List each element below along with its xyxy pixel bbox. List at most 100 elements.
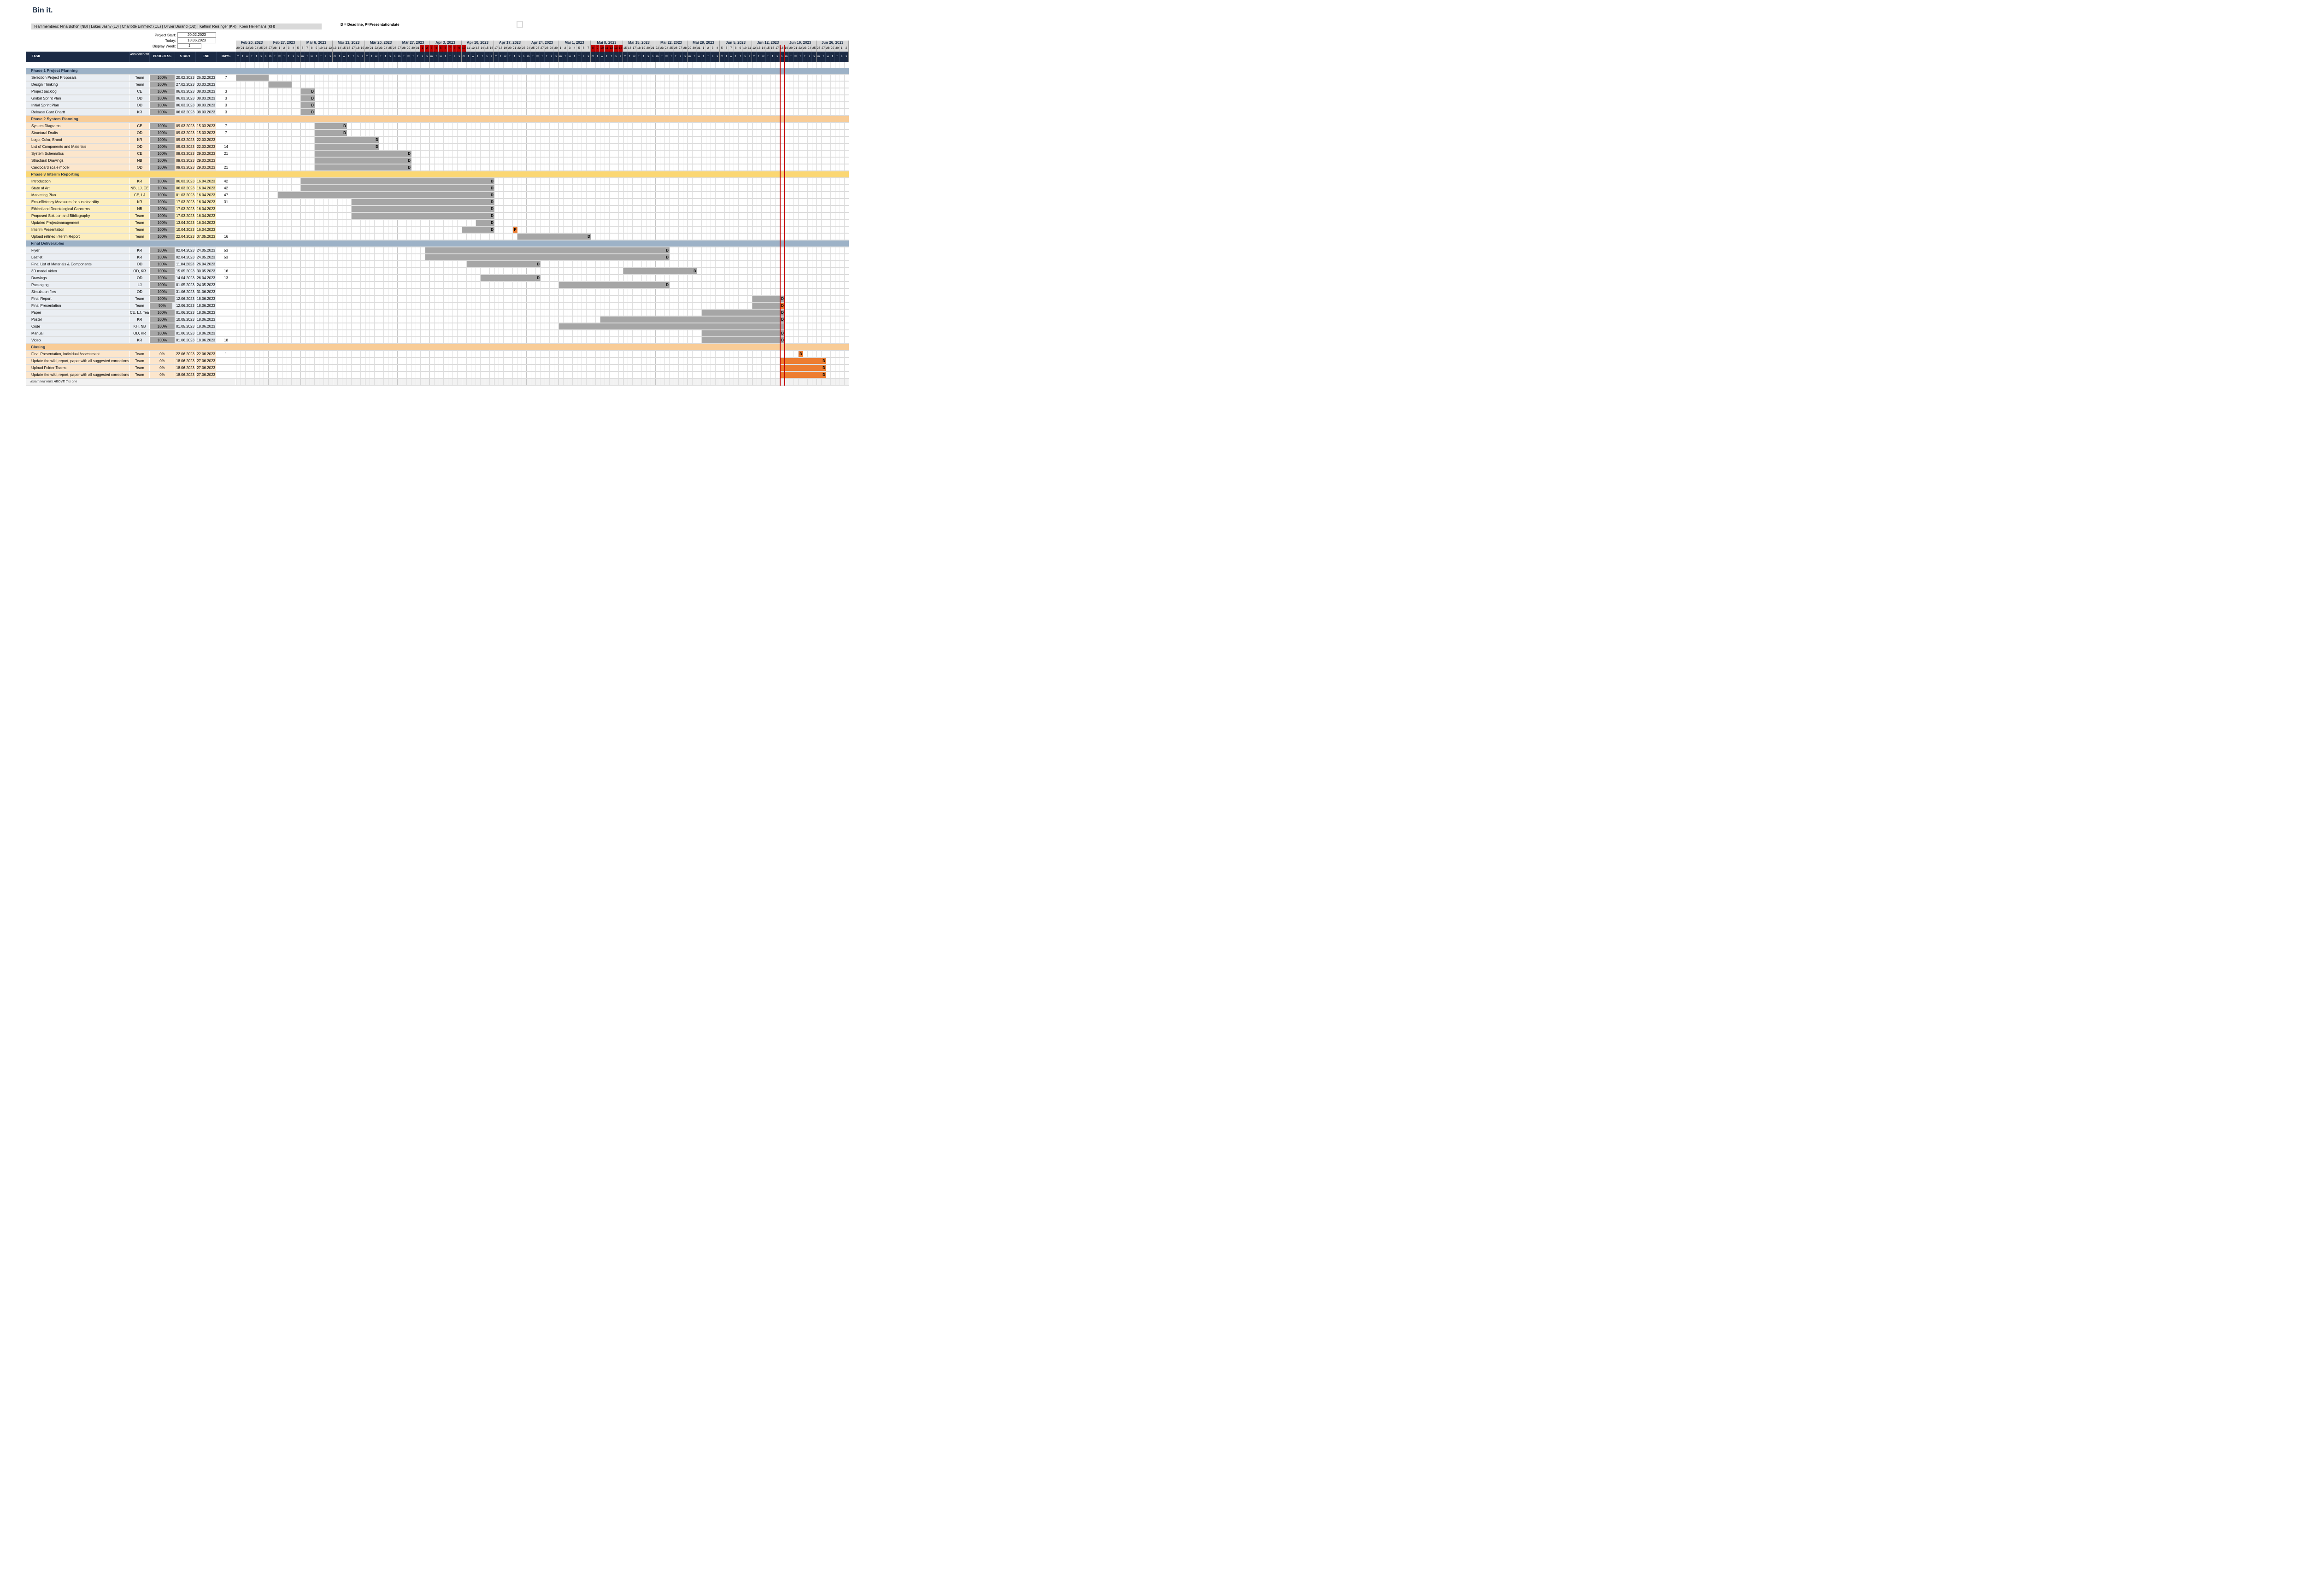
task-name-cell[interactable]: Ethical and Deontological Concerns bbox=[26, 206, 130, 212]
assigned-cell[interactable]: Team bbox=[130, 227, 150, 233]
task-name-cell[interactable]: System Schematics bbox=[26, 151, 130, 157]
days-cell[interactable]: 16 bbox=[217, 234, 236, 240]
task-name-cell[interactable]: Packaging bbox=[26, 282, 130, 288]
end-date-cell[interactable]: 22.03.2023 bbox=[196, 137, 217, 143]
assigned-cell[interactable]: OD bbox=[130, 144, 150, 150]
task-name-cell[interactable]: Paper bbox=[26, 310, 130, 316]
timeline-cell[interactable]: D bbox=[236, 178, 849, 184]
days-cell[interactable]: 42 bbox=[217, 185, 236, 191]
start-date-cell[interactable]: 01.05.2023 bbox=[175, 282, 196, 288]
assigned-cell[interactable]: CE bbox=[130, 123, 150, 129]
days-cell[interactable] bbox=[217, 303, 236, 309]
task-name-cell[interactable]: Global Sprint Plan bbox=[26, 95, 130, 101]
end-date-cell[interactable]: 16.04.2023 bbox=[196, 206, 217, 212]
end-date-cell[interactable]: 08.03.2023 bbox=[196, 102, 217, 108]
end-date-cell[interactable]: 27.06.2023 bbox=[196, 365, 217, 371]
progress-cell[interactable]: 100% bbox=[150, 164, 175, 170]
task-name-cell[interactable]: Eco-efficiency Measures for sustainabili… bbox=[26, 199, 130, 205]
progress-cell[interactable]: 100% bbox=[150, 220, 175, 226]
task-name-cell[interactable]: Manual bbox=[26, 330, 130, 336]
assigned-cell[interactable]: KR bbox=[130, 178, 150, 184]
progress-cell[interactable]: 100% bbox=[150, 310, 175, 316]
assigned-cell[interactable]: Team bbox=[130, 303, 150, 309]
days-cell[interactable] bbox=[217, 317, 236, 323]
assigned-cell[interactable]: Team bbox=[130, 358, 150, 364]
task-name-cell[interactable]: Release Gant Chartt bbox=[26, 109, 130, 115]
phase-banner[interactable]: Phase 2 System Planning bbox=[26, 116, 849, 123]
end-date-cell[interactable]: 15.03.2023 bbox=[196, 123, 217, 129]
days-cell[interactable] bbox=[217, 296, 236, 302]
start-date-cell[interactable]: 09.03.2023 bbox=[175, 151, 196, 157]
task-name-cell[interactable]: Structural Drafts bbox=[26, 130, 130, 136]
end-date-cell[interactable]: 24.05.2023 bbox=[196, 247, 217, 253]
assigned-cell[interactable]: KR bbox=[130, 247, 150, 253]
phase-banner[interactable]: Phase 3 Interim Reporting bbox=[26, 171, 849, 178]
progress-cell[interactable]: 100% bbox=[150, 296, 175, 302]
progress-cell[interactable]: 100% bbox=[150, 123, 175, 129]
task-name-cell[interactable]: List of Components and Materials bbox=[26, 144, 130, 150]
timeline-cell[interactable] bbox=[236, 289, 849, 295]
timeline-cell[interactable]: D bbox=[236, 261, 849, 267]
progress-cell[interactable]: 100% bbox=[150, 75, 175, 81]
start-date-cell[interactable]: 17.03.2023 bbox=[175, 199, 196, 205]
progress-cell[interactable]: 100% bbox=[150, 317, 175, 323]
days-cell[interactable]: 13 bbox=[217, 275, 236, 281]
start-date-cell[interactable]: 06.03.2023 bbox=[175, 95, 196, 101]
days-cell[interactable]: 31 bbox=[217, 199, 236, 205]
progress-cell[interactable]: 0% bbox=[150, 372, 175, 378]
days-cell[interactable]: 14 bbox=[217, 144, 236, 150]
days-cell[interactable]: 16 bbox=[217, 268, 236, 274]
project-start-input[interactable]: 20.02.2023 bbox=[177, 32, 216, 38]
task-name-cell[interactable]: Flyer bbox=[26, 247, 130, 253]
end-date-cell[interactable]: 22.06.2023 bbox=[196, 351, 217, 357]
days-cell[interactable] bbox=[217, 82, 236, 88]
progress-cell[interactable]: 100% bbox=[150, 95, 175, 101]
timeline-cell[interactable]: D bbox=[236, 185, 849, 191]
timeline-cell[interactable]: D bbox=[236, 296, 849, 302]
timeline-cell[interactable]: D bbox=[236, 254, 849, 260]
assigned-cell[interactable]: OD bbox=[130, 95, 150, 101]
days-cell[interactable] bbox=[217, 220, 236, 226]
assigned-cell[interactable]: Team bbox=[130, 213, 150, 219]
days-cell[interactable]: 21 bbox=[217, 164, 236, 170]
end-date-cell[interactable]: 24.05.2023 bbox=[196, 282, 217, 288]
progress-cell[interactable]: 100% bbox=[150, 282, 175, 288]
timeline-cell[interactable]: D bbox=[236, 358, 849, 364]
start-date-cell[interactable]: 02.04.2023 bbox=[175, 247, 196, 253]
assigned-cell[interactable]: Team bbox=[130, 234, 150, 240]
progress-cell[interactable]: 100% bbox=[150, 151, 175, 157]
task-name-cell[interactable]: System Diagrams bbox=[26, 123, 130, 129]
progress-cell[interactable]: 100% bbox=[150, 330, 175, 336]
days-cell[interactable] bbox=[217, 227, 236, 233]
start-date-cell[interactable]: 01.06.2023 bbox=[175, 330, 196, 336]
progress-cell[interactable]: 100% bbox=[150, 137, 175, 143]
progress-cell[interactable]: 100% bbox=[150, 88, 175, 94]
start-date-cell[interactable]: 02.04.2023 bbox=[175, 254, 196, 260]
task-name-cell[interactable]: Initial Sprint Plan bbox=[26, 102, 130, 108]
start-date-cell[interactable]: 18.06.2023 bbox=[175, 365, 196, 371]
end-date-cell[interactable]: 16.04.2023 bbox=[196, 213, 217, 219]
task-name-cell[interactable]: Leaflet bbox=[26, 254, 130, 260]
days-cell[interactable]: 42 bbox=[217, 178, 236, 184]
task-name-cell[interactable]: State of Art bbox=[26, 185, 130, 191]
start-date-cell[interactable]: 06.03.2023 bbox=[175, 109, 196, 115]
today-input[interactable]: 18.06.2023 bbox=[177, 38, 216, 43]
start-date-cell[interactable]: 14.04.2023 bbox=[175, 275, 196, 281]
assigned-cell[interactable]: OD bbox=[130, 130, 150, 136]
task-name-cell[interactable]: Code bbox=[26, 323, 130, 329]
start-date-cell[interactable]: 09.03.2023 bbox=[175, 164, 196, 170]
days-cell[interactable]: 21 bbox=[217, 151, 236, 157]
end-date-cell[interactable]: 27.06.2023 bbox=[196, 372, 217, 378]
days-cell[interactable]: 7 bbox=[217, 123, 236, 129]
start-date-cell[interactable]: 22.04.2023 bbox=[175, 234, 196, 240]
progress-cell[interactable]: 100% bbox=[150, 213, 175, 219]
end-date-cell[interactable]: 30.05.2023 bbox=[196, 268, 217, 274]
task-name-cell[interactable]: Selection Project Proposals bbox=[26, 75, 130, 81]
end-date-cell[interactable]: 22.03.2023 bbox=[196, 144, 217, 150]
task-name-cell[interactable]: Update the wiki, report, paper with all … bbox=[26, 372, 130, 378]
display-week-input[interactable]: 1 bbox=[177, 43, 201, 49]
assigned-cell[interactable]: NB bbox=[130, 158, 150, 164]
end-date-cell[interactable]: 18.06.2023 bbox=[196, 303, 217, 309]
assigned-cell[interactable]: KR bbox=[130, 137, 150, 143]
task-name-cell[interactable]: Video bbox=[26, 337, 130, 343]
